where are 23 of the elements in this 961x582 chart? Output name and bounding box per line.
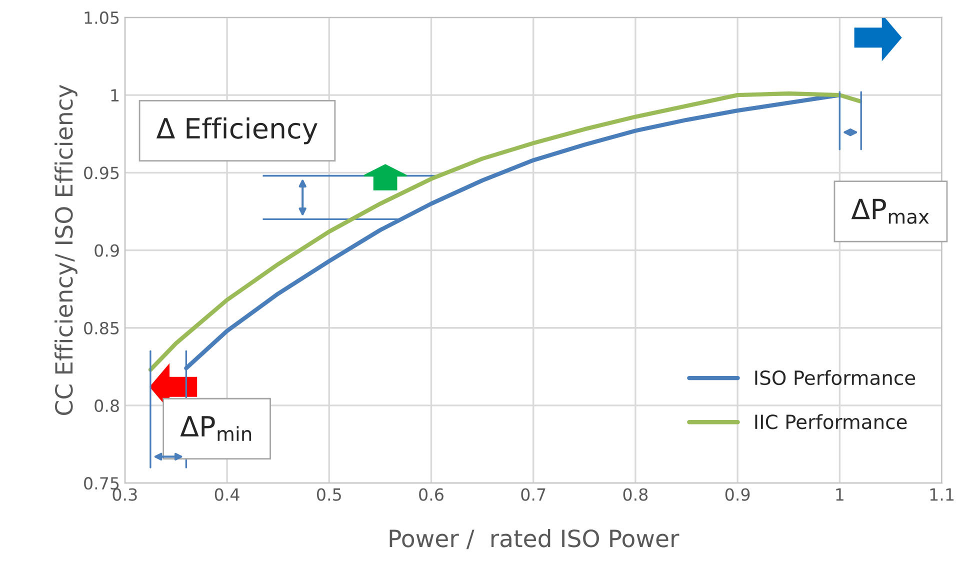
y-tick-label: 1.05 [84,11,119,24]
y-tick-label: 0.85 [84,322,119,334]
y-tick-label: 0.9 [94,244,119,257]
x-tick-label: 0.4 [214,488,240,501]
legend-label: ISO Performance [755,370,916,386]
x-tick-label: 0.8 [623,488,648,501]
x-axis-title: Power / rated ISO Power [390,529,680,550]
x-tick-label: 0.7 [521,488,546,501]
x-tick-label: 1 [836,488,844,501]
x-tick-label: 0.5 [316,488,341,501]
y-tick-label: 0.8 [94,399,119,412]
y-tick-label: 1 [111,89,119,102]
y-tick-label: 0.95 [84,166,119,180]
y-axis-title: CC Efficiency/ ISO Efficiency [54,84,78,416]
legend-label: IIC Performance [755,414,907,430]
annotation: ΔP$_{max}$ [851,198,929,224]
x-tick-label: 1.1 [930,488,954,501]
annotation: ΔP$_{min}$ [180,416,252,441]
x-tick-label: 0.3 [112,488,137,501]
annotation: Δ Efficiency [156,117,318,144]
y-tick-label: 0.75 [84,477,119,490]
x-tick-label: 0.6 [419,488,444,501]
x-tick-label: 0.9 [725,488,750,501]
